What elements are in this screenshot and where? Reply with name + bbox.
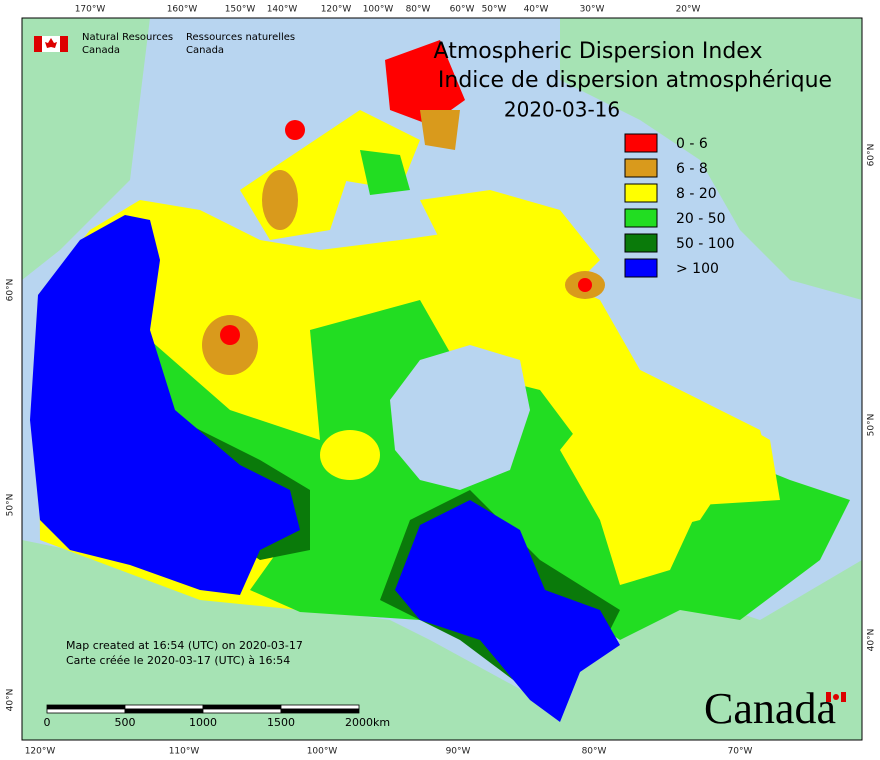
scale-segment xyxy=(124,708,204,714)
lon-label: 80°W xyxy=(406,5,431,15)
hudson-bay xyxy=(390,345,530,490)
region-blue-west xyxy=(30,215,300,595)
legend-swatch xyxy=(624,183,658,203)
scale-segment xyxy=(202,708,282,714)
scale-label: 2000 xyxy=(345,716,373,729)
scale-segment xyxy=(280,708,360,714)
agency-en: Canada xyxy=(82,45,120,56)
legend-label: 8 - 20 xyxy=(676,186,717,202)
lon-label: 110°W xyxy=(169,747,200,757)
patch-orange xyxy=(420,110,460,150)
lon-label: 120°W xyxy=(321,5,352,15)
scale-segment xyxy=(202,704,282,710)
title-date: 2020-03-16 xyxy=(504,98,620,122)
lon-label: 20°W xyxy=(676,5,701,15)
legend: 0 - 6 6 - 8 8 - 20 20 - 50 50 - 100 > 100 xyxy=(624,133,735,278)
island xyxy=(360,150,410,195)
lon-label: 170°W xyxy=(75,5,106,15)
wordmark: Canada xyxy=(704,684,836,733)
alaska xyxy=(22,18,150,280)
maple-leaf xyxy=(45,38,57,48)
lon-label: 70°W xyxy=(728,747,753,757)
scale-bar: 0 500 1000 1500 2000 km xyxy=(44,704,390,729)
island-baffin xyxy=(420,190,600,300)
scale-segment xyxy=(124,704,204,710)
frame xyxy=(21,17,863,741)
scale-label: 1000 xyxy=(189,716,217,729)
agency-fr: Ressources naturelles xyxy=(186,32,295,43)
lon-label: 30°W xyxy=(580,5,605,15)
graticule-labels: 170°W 160°W 150°W 140°W 120°W 100°W 80°W 60°W 50… xyxy=(6,5,877,757)
lat-label: 40°N xyxy=(867,629,877,652)
scale-label: 500 xyxy=(115,716,136,729)
scale-segment xyxy=(280,704,360,710)
united-states xyxy=(22,540,862,740)
lon-label: 150°W xyxy=(225,5,256,15)
scale-segment xyxy=(46,708,126,714)
legend-label: 0 - 6 xyxy=(676,136,708,152)
ellesmere-red xyxy=(385,40,465,125)
legend-label: 50 - 100 xyxy=(676,236,735,252)
lat-label: 50°N xyxy=(6,494,16,517)
lon-label: 90°W xyxy=(446,747,471,757)
agency-en: Natural Resources xyxy=(82,32,173,43)
lon-label: 100°W xyxy=(307,747,338,757)
legend-label: 6 - 8 xyxy=(676,161,708,177)
patch-orange xyxy=(262,170,298,230)
legend-swatch xyxy=(624,233,658,253)
lon-label: 140°W xyxy=(267,5,298,15)
legend-label: > 100 xyxy=(676,261,719,277)
legend-label: 20 - 50 xyxy=(676,211,726,227)
maple-leaf xyxy=(833,694,839,700)
lon-label: 50°W xyxy=(482,5,507,15)
lon-label: 120°W xyxy=(25,747,56,757)
flag-bar xyxy=(826,692,831,702)
scale-unit: km xyxy=(373,716,390,729)
lat-label: 60°N xyxy=(6,279,16,302)
note: Carte créée le 2020-03-17 (UTC) à 16:54 xyxy=(66,654,290,667)
legend-swatch xyxy=(624,133,658,153)
title: Indice de dispersion atmosphérique xyxy=(438,68,832,93)
region-yellow-quebec xyxy=(560,370,780,585)
lon-label: 60°W xyxy=(450,5,475,15)
lon-label: 160°W xyxy=(167,5,198,15)
flag-bar xyxy=(841,692,846,702)
scale-segment xyxy=(46,704,126,710)
lon-label: 40°W xyxy=(524,5,549,15)
patch-red xyxy=(578,278,592,292)
legend-swatch xyxy=(624,208,658,228)
patch-red xyxy=(220,325,240,345)
note: Map created at 16:54 (UTC) on 2020-03-17 xyxy=(66,639,303,652)
flag-bar xyxy=(34,36,42,52)
agency-fr: Canada xyxy=(186,45,224,56)
lon-label: 80°W xyxy=(582,747,607,757)
region-yellow-patch xyxy=(320,430,380,480)
title: Atmospheric Dispersion Index xyxy=(434,39,763,64)
legend-swatch xyxy=(624,258,658,278)
lat-label: 60°N xyxy=(867,144,877,167)
region-blue-ontario xyxy=(395,500,620,722)
lat-label: 40°N xyxy=(6,689,16,712)
flag-bar xyxy=(60,36,68,52)
scale-label: 0 xyxy=(44,716,51,729)
scale-label: 1500 xyxy=(267,716,295,729)
legend-swatch xyxy=(624,158,658,178)
greenland xyxy=(560,18,862,300)
patch-red xyxy=(285,120,305,140)
lon-label: 100°W xyxy=(363,5,394,15)
lat-label: 50°N xyxy=(867,414,877,437)
